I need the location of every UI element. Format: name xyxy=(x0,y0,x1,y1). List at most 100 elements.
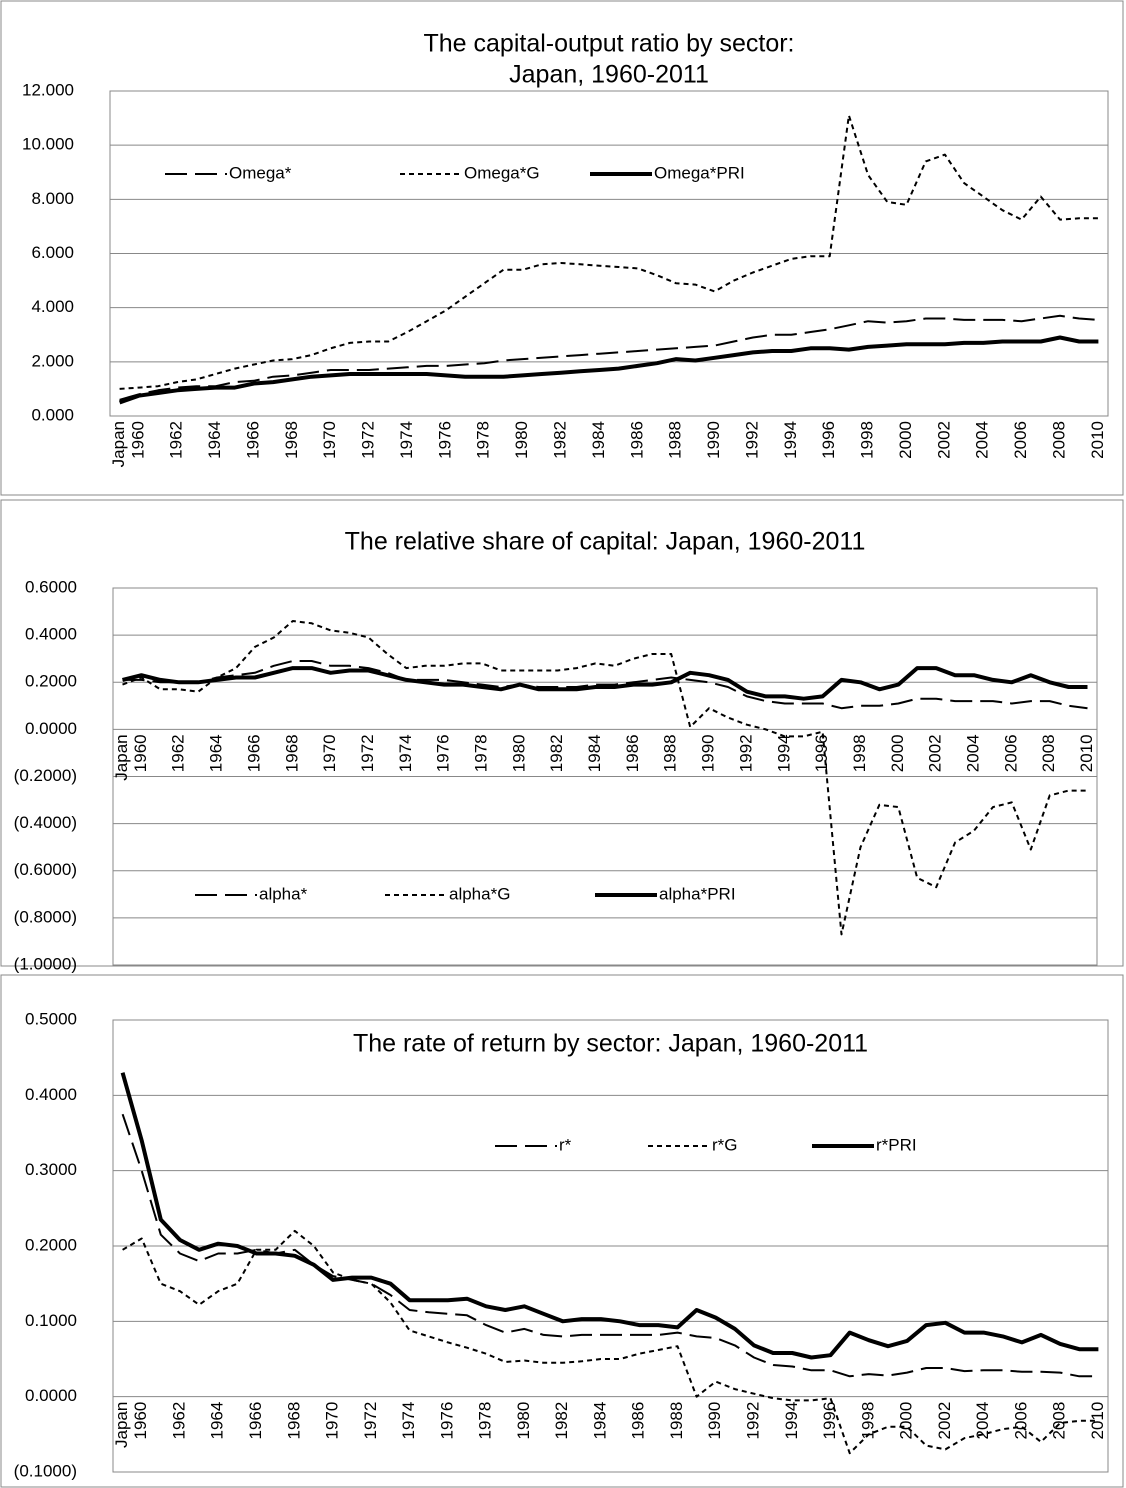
x-tick-label: 1988 xyxy=(666,421,685,459)
y-tick-label: 0.5000 xyxy=(25,1009,77,1028)
x-tick-label: 2010 xyxy=(1088,1402,1107,1440)
x-tick-label: 1986 xyxy=(629,1402,648,1440)
plot-frame xyxy=(112,587,1098,966)
x-tick-label: 2004 xyxy=(963,734,982,772)
legend-label: r* xyxy=(559,1135,572,1154)
series-line xyxy=(118,335,1099,405)
y-tick-label: 0.4000 xyxy=(25,1085,77,1104)
x-tick-label: 1984 xyxy=(590,1402,609,1440)
x-tick-label: 1992 xyxy=(736,734,755,772)
y-tick-label: (0.4000) xyxy=(14,813,77,832)
x-tick-label: 1966 xyxy=(244,734,263,772)
x-tick-label: 1966 xyxy=(243,421,262,459)
x-tick-label: 1976 xyxy=(437,1402,456,1440)
panel-border xyxy=(0,974,1124,1488)
x-tick-label: 1988 xyxy=(667,1402,686,1440)
plot-frame xyxy=(112,1019,1109,1473)
x-tick-label: 1962 xyxy=(169,734,188,772)
y-tick-label: 10.000 xyxy=(22,135,74,154)
x-tick-label: 1960 xyxy=(128,421,147,459)
legend-label: Omega*G xyxy=(464,163,540,182)
x-tick-label: 1980 xyxy=(509,734,528,772)
series-line xyxy=(122,666,1088,701)
x-tick-label: 1996 xyxy=(812,734,831,772)
x-tick-label: 1990 xyxy=(704,421,723,459)
x-tick-label: 2008 xyxy=(1039,734,1058,772)
x-tick-label: 1972 xyxy=(359,421,378,459)
y-tick-label: 12.000 xyxy=(22,80,74,99)
y-tick-label: (0.6000) xyxy=(14,860,77,879)
x-tick-label: 2000 xyxy=(897,1402,916,1440)
y-tick-label: (0.2000) xyxy=(14,766,77,785)
x-tick-label: 1968 xyxy=(282,421,301,459)
chart-title: The relative share of capital: Japan, 19… xyxy=(345,528,866,556)
legend-label: alpha*PRI xyxy=(659,884,736,903)
x-tick-label: 1994 xyxy=(781,421,800,459)
x-tick-label: 1994 xyxy=(774,734,793,772)
x-tick-label: 2000 xyxy=(888,734,907,772)
x-tick-label: 1970 xyxy=(323,1402,342,1440)
x-tick-label: 2006 xyxy=(1011,421,1030,459)
plot-frame xyxy=(109,90,1109,417)
x-tick-label: 1998 xyxy=(850,734,869,772)
x-tick-label: 1968 xyxy=(284,1402,303,1440)
x-tick-label: 2004 xyxy=(973,421,992,459)
x-tick-label: 2002 xyxy=(926,734,945,772)
x-tick-label: 1992 xyxy=(743,1402,762,1440)
x-tick-label: 2006 xyxy=(1001,734,1020,772)
x-tick-label: 1998 xyxy=(858,1402,877,1440)
y-tick-label: 0.0000 xyxy=(25,719,77,738)
y-tick-label: 6.000 xyxy=(31,243,74,262)
series-line xyxy=(119,314,1099,401)
x-tick-label: 2010 xyxy=(1077,734,1096,772)
x-tick-label: 2002 xyxy=(935,1402,954,1440)
x-tick-label: 1978 xyxy=(476,1402,495,1440)
panel-border xyxy=(0,499,1124,967)
y-tick-label: 0.2000 xyxy=(25,672,77,691)
series-line xyxy=(121,1113,1099,1378)
x-tick-label: 1974 xyxy=(399,1402,418,1440)
x-tick-label: 2006 xyxy=(1011,1402,1030,1440)
legend-label: r*G xyxy=(712,1135,738,1154)
y-tick-label: (0.8000) xyxy=(14,907,77,926)
x-tick-label: 1962 xyxy=(169,1402,188,1440)
x-tick-label: 1974 xyxy=(397,421,416,459)
y-tick-label: 8.000 xyxy=(31,189,74,208)
legend-label: alpha*G xyxy=(449,884,510,903)
y-tick-label: 0.4000 xyxy=(25,625,77,644)
x-tick-label: 1968 xyxy=(282,734,301,772)
x-tick-label: 1978 xyxy=(471,734,490,772)
x-tick-label: 2002 xyxy=(934,421,953,459)
x-tick-label: 1980 xyxy=(514,1402,533,1440)
x-tick-label: Japan xyxy=(112,1402,131,1448)
x-tick-label: 1976 xyxy=(435,421,454,459)
x-tick-label: 1982 xyxy=(552,1402,571,1440)
y-tick-label: 0.1000 xyxy=(25,1311,77,1330)
x-tick-label: 1976 xyxy=(434,734,453,772)
y-tick-label: 0.3000 xyxy=(25,1160,77,1179)
x-tick-label: 1996 xyxy=(820,1402,839,1440)
y-tick-label: 0.6000 xyxy=(25,577,77,596)
x-tick-label: 1970 xyxy=(320,734,339,772)
chart-title: The rate of return by sector: Japan, 196… xyxy=(353,1030,868,1058)
x-tick-label: 1980 xyxy=(512,421,531,459)
x-tick-label: 1996 xyxy=(819,421,838,459)
series-line xyxy=(119,114,1099,390)
x-tick-label: 1978 xyxy=(474,421,493,459)
x-tick-label: Japan xyxy=(112,734,131,780)
series-line xyxy=(120,1072,1099,1360)
chart-title: The capital-output ratio by sector: xyxy=(423,30,794,58)
x-tick-label: 1964 xyxy=(205,421,224,459)
x-tick-label: 1986 xyxy=(627,421,646,459)
x-tick-label: 1970 xyxy=(320,421,339,459)
x-tick-label: 1994 xyxy=(782,1402,801,1440)
x-tick-label: 1960 xyxy=(131,734,150,772)
x-tick-label: 1982 xyxy=(547,734,566,772)
x-tick-label: 1972 xyxy=(361,1402,380,1440)
y-tick-label: 0.2000 xyxy=(25,1235,77,1254)
x-tick-label: 1984 xyxy=(585,734,604,772)
x-tick-label: 1972 xyxy=(358,734,377,772)
x-tick-label: 1988 xyxy=(661,734,680,772)
x-tick-label: 1964 xyxy=(207,734,226,772)
